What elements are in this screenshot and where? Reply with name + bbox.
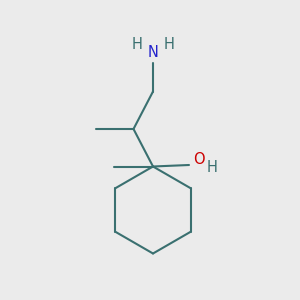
Text: H: H (207, 160, 218, 175)
Text: H: H (132, 37, 143, 52)
Text: O: O (193, 152, 205, 167)
Text: H: H (163, 37, 174, 52)
Text: N: N (148, 45, 158, 60)
